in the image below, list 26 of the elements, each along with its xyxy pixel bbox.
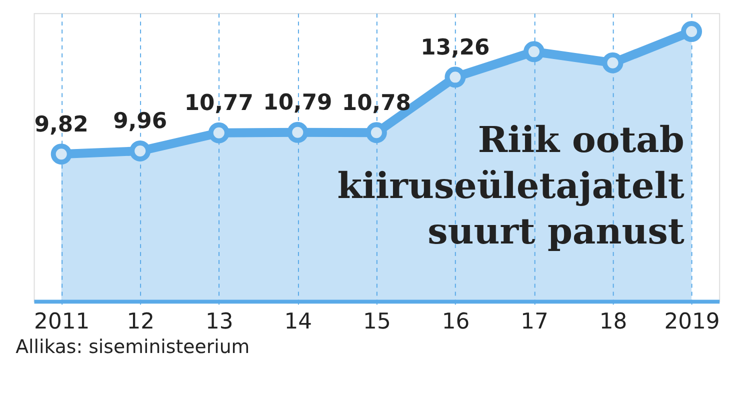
data-label: 9,96 [113, 109, 168, 134]
point [681, 21, 702, 42]
x-tick-label: 13 [205, 310, 234, 334]
x-tick-label: 12 [126, 310, 155, 334]
point [130, 140, 151, 162]
x-tick-label: 15 [363, 310, 391, 334]
point [366, 122, 387, 144]
point [287, 122, 308, 143]
x-tick-label: 2011 [34, 310, 90, 334]
x-tick-label: 14 [284, 310, 312, 334]
x-tick-label: 16 [442, 310, 470, 334]
point [208, 122, 230, 144]
point [444, 66, 466, 88]
x-tick-label: 17 [520, 310, 548, 334]
data-label: 10,77 [184, 91, 254, 116]
x-tick-label: 18 [599, 310, 628, 334]
annotation: Allikas: siseministeerium [16, 336, 250, 358]
data-label: 13,26 [420, 35, 490, 60]
data-label: 10,78 [342, 90, 411, 116]
text: Riik ootab kiiruseületajatelt suurt panust [337, 119, 685, 253]
point [50, 144, 72, 165]
data-label: 10,79 [263, 90, 332, 116]
point [602, 52, 624, 74]
x-tick-label: 2019 [664, 310, 720, 334]
point [523, 41, 544, 62]
data-label: 9,82 [34, 112, 88, 138]
